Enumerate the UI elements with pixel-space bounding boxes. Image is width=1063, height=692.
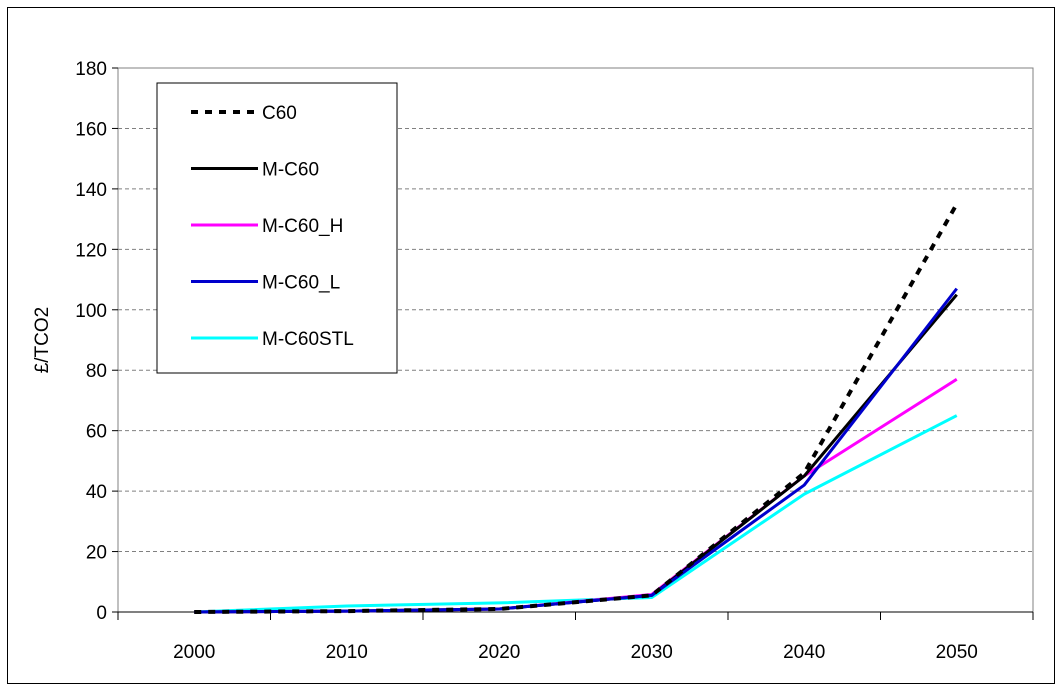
legend-label: M-C60STL: [262, 329, 354, 350]
y-tick-label: 20: [86, 543, 107, 564]
y-tick-label: 120: [75, 240, 107, 261]
x-tick-label: 2010: [326, 642, 368, 663]
x-tick-label: 2040: [783, 642, 825, 663]
series-line-c60: [194, 203, 959, 614]
x-tick-label: 2050: [936, 642, 978, 663]
y-tick-label: 100: [75, 301, 107, 322]
legend-label: M-C60: [262, 160, 319, 181]
x-tick-label: 2030: [631, 642, 673, 663]
series-lines: [194, 203, 959, 614]
x-tick-label: 2000: [173, 642, 215, 663]
y-tick-label: 160: [75, 119, 107, 140]
y-axis-ticks: 0 20 40 60 80 100 120 140 160 180: [75, 59, 118, 624]
y-tick-label: 180: [75, 59, 107, 80]
y-tick-label: 40: [86, 482, 107, 503]
y-axis-label: £/TCO2: [32, 307, 53, 374]
x-tick-label: 2020: [478, 642, 520, 663]
x-axis-ticks: 2000 2010 2020 2030 2040 2050: [117, 611, 1034, 663]
legend-box: [156, 82, 398, 374]
legend-label: M-C60_L: [262, 273, 340, 294]
y-tick-label: 0: [96, 603, 107, 624]
gridlines: [118, 127, 1033, 553]
y-tick-label: 140: [75, 180, 107, 201]
legend: C60 M-C60 M-C60_H M-C60_L M-C60STL: [156, 82, 398, 374]
legend-label: M-C60_H: [262, 216, 343, 237]
y-tick-label: 80: [86, 361, 107, 382]
y-tick-label: 60: [86, 422, 107, 443]
legend-label: C60: [262, 103, 297, 124]
